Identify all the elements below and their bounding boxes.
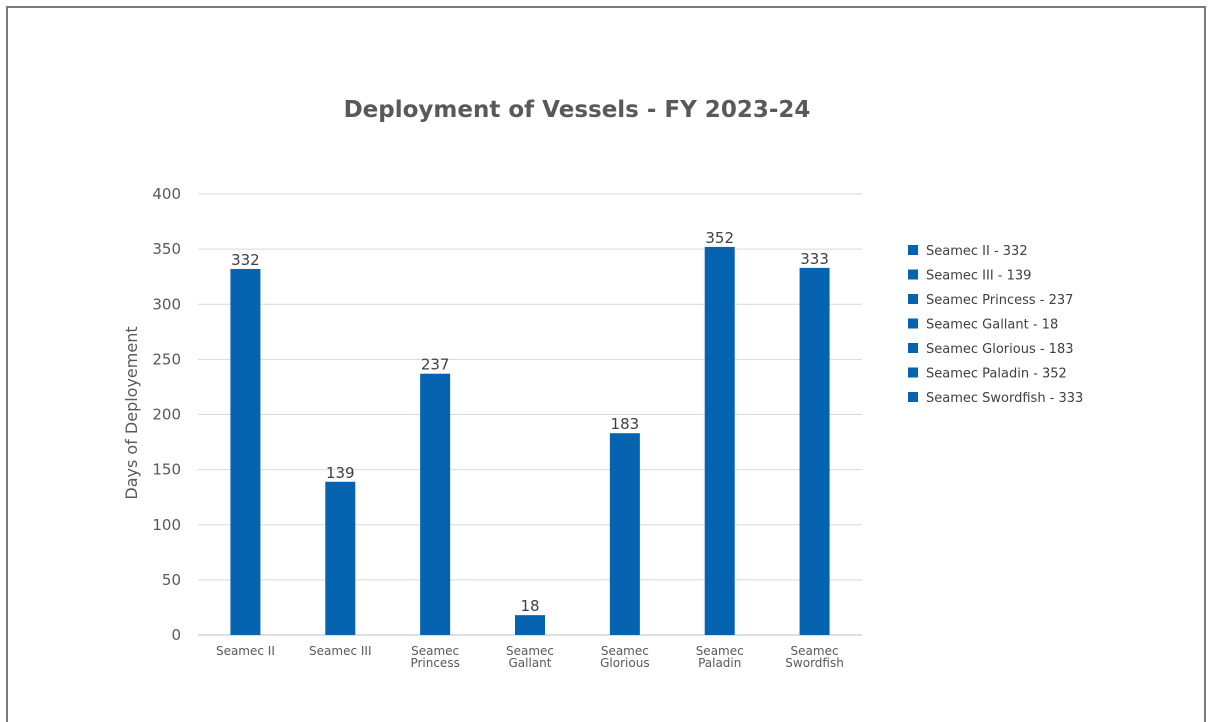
chart-frame (6, 6, 1206, 722)
data-label: 332 (231, 251, 260, 269)
y-tick-label: 50 (162, 571, 181, 589)
legend-item-label: Seamec Glorious - 183 (926, 342, 1074, 357)
y-tick-label: 250 (152, 350, 181, 368)
bar (325, 481, 356, 635)
y-tick-label: 150 (152, 461, 181, 479)
x-category-label: Seamec Swordfish (785, 644, 844, 670)
data-label: 139 (326, 464, 355, 482)
x-category-label: Seamec Princess (410, 644, 459, 670)
legend-item-label: Seamec Paladin - 352 (926, 367, 1067, 382)
data-label: 352 (705, 229, 734, 247)
x-category-label: Seamec II (216, 644, 275, 658)
bar (799, 267, 830, 635)
legend-swatch (908, 269, 918, 280)
legend-swatch (908, 294, 918, 304)
bar (515, 615, 545, 635)
x-category-label: Seamec III (309, 644, 371, 658)
y-axis-label: Days of Deployement (122, 326, 141, 499)
y-tick-label: 350 (152, 240, 181, 258)
x-category-label: Seamec Paladin (696, 644, 744, 670)
data-label: 183 (611, 415, 640, 433)
legend-swatch (908, 245, 918, 255)
y-tick-label: 200 (152, 406, 181, 424)
bar (420, 373, 451, 635)
x-axis-categories: Seamec II Seamec III Seamec Princess Seamec G… (216, 644, 844, 670)
data-labels: 332 139 237 18 183 352 333 (231, 229, 829, 615)
legend-item-label: Seamec III - 139 (926, 269, 1031, 284)
x-category-label: Seamec Glorious (600, 644, 649, 670)
y-tick-label: 100 (152, 516, 181, 534)
y-axis-ticks: 0 50 100 150 200 250 300 350 400 (152, 185, 181, 644)
data-label: 333 (800, 250, 829, 268)
x-category-label: Seamec Gallant (506, 644, 554, 670)
legend-swatch (908, 392, 918, 402)
bars (230, 246, 830, 636)
y-tick-label: 300 (152, 295, 181, 313)
legend-item-label: Seamec Gallant - 18 (926, 318, 1058, 333)
bar (230, 268, 261, 635)
data-label: 18 (520, 597, 539, 615)
y-tick-label: 400 (152, 185, 181, 203)
data-label: 237 (421, 356, 450, 374)
chart-title: Deployment of Vessels - FY 2023-24 (344, 97, 811, 123)
legend: Seamec II - 332 Seamec III - 139 Seamec Pr… (908, 244, 1083, 406)
bar (704, 246, 735, 636)
legend-item-label: Seamec II - 332 (926, 244, 1028, 259)
bar (609, 433, 640, 635)
legend-swatch (908, 367, 918, 378)
legend-item-label: Seamec Swordfish - 333 (926, 391, 1083, 406)
legend-item-label: Seamec Princess - 237 (926, 293, 1073, 308)
legend-swatch (908, 343, 918, 353)
y-tick-label: 0 (171, 626, 181, 644)
gridlines (198, 193, 862, 636)
legend-swatch (908, 318, 918, 329)
